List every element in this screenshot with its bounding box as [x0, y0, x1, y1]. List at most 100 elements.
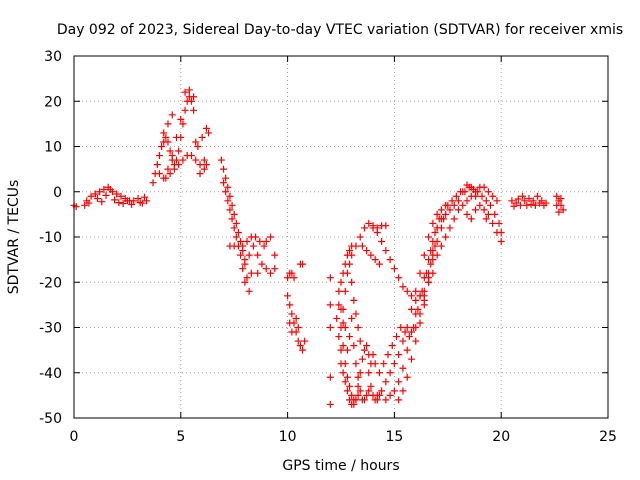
data-point: [360, 224, 368, 232]
data-point: [168, 152, 176, 160]
data-point: [352, 310, 360, 318]
data-point: [190, 106, 198, 114]
series-mid-dip: [284, 260, 309, 354]
data-point: [433, 251, 441, 259]
data-point: [234, 228, 242, 236]
data-point: [356, 337, 364, 345]
data-point: [382, 247, 390, 255]
data-point: [420, 251, 428, 259]
data-point: [367, 251, 375, 259]
data-point: [484, 188, 492, 196]
data-point: [164, 138, 172, 146]
data-point: [463, 181, 471, 189]
data-point: [384, 351, 392, 359]
data-point: [354, 324, 362, 331]
data-point: [237, 251, 245, 259]
y-tick-label: -20: [39, 275, 62, 291]
data-point: [247, 269, 255, 277]
data-point: [299, 260, 307, 268]
data-point: [179, 120, 187, 128]
data-point: [254, 269, 262, 277]
data-point: [497, 238, 505, 246]
data-point: [335, 287, 343, 295]
data-point: [525, 195, 533, 203]
data-point: [536, 199, 544, 207]
data-point: [337, 305, 345, 313]
data-point: [348, 278, 356, 286]
data-point: [386, 391, 394, 399]
data-point: [166, 147, 174, 155]
data-point: [403, 324, 411, 331]
data-point: [534, 192, 542, 200]
data-point: [531, 201, 539, 209]
data-point: [87, 192, 95, 200]
data-points: [70, 86, 567, 408]
data-point: [431, 242, 439, 250]
data-point: [395, 351, 403, 359]
series-x-arc: [348, 219, 441, 304]
data-point: [85, 199, 93, 207]
data-point: [489, 219, 497, 227]
data-point: [190, 93, 198, 101]
grid-lines: [74, 56, 608, 418]
data-point: [179, 156, 187, 164]
data-point: [452, 192, 460, 200]
data-point: [160, 174, 168, 182]
data-point: [437, 224, 445, 232]
data-point: [459, 201, 467, 209]
data-point: [356, 233, 364, 241]
data-point: [271, 251, 279, 259]
data-point: [168, 111, 176, 119]
data-point: [262, 265, 270, 273]
data-point: [343, 387, 351, 395]
data-point: [123, 197, 131, 205]
series-deep-trough: [333, 242, 383, 408]
data-point: [149, 179, 157, 187]
data-point: [442, 210, 450, 218]
data-point: [412, 287, 420, 295]
data-point: [337, 278, 345, 286]
data-point: [260, 242, 268, 250]
data-point: [177, 115, 185, 123]
data-point: [476, 201, 484, 209]
data-point: [185, 86, 193, 94]
data-point: [335, 333, 343, 341]
data-point: [205, 129, 213, 137]
data-point: [358, 355, 366, 363]
data-point: [100, 185, 108, 193]
data-point: [108, 188, 116, 196]
data-point: [390, 387, 398, 395]
data-point: [288, 269, 296, 277]
data-point: [130, 197, 138, 205]
data-point: [352, 360, 360, 368]
data-point: [337, 346, 345, 354]
data-point: [256, 238, 264, 246]
data-point: [296, 342, 304, 350]
data-point: [348, 251, 356, 259]
data-point: [98, 198, 106, 206]
data-point: [395, 396, 403, 404]
data-point: [412, 337, 420, 345]
data-point: [220, 179, 228, 187]
data-point: [350, 296, 358, 304]
data-point: [382, 378, 390, 386]
data-point: [472, 192, 480, 200]
x-tick-label: 25: [599, 429, 617, 445]
y-tick-label: -50: [39, 411, 62, 427]
data-point: [175, 161, 183, 169]
data-point: [540, 201, 548, 209]
series-descent: [217, 156, 279, 295]
data-point: [346, 396, 354, 404]
data-point: [407, 292, 415, 300]
data-point: [245, 251, 253, 259]
series-isolated: [326, 274, 334, 408]
data-point: [363, 247, 371, 255]
data-point: [399, 387, 407, 395]
data-point: [399, 283, 407, 291]
data-point: [170, 165, 178, 173]
data-point: [348, 391, 356, 399]
data-point: [220, 165, 228, 173]
data-point: [437, 242, 445, 250]
data-point: [230, 210, 238, 218]
data-point: [346, 260, 354, 268]
